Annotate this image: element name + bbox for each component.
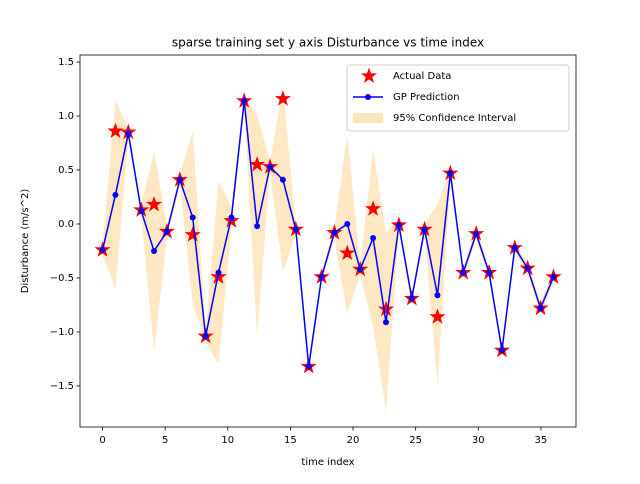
legend-box xyxy=(346,64,570,132)
x-tick-label: 15 xyxy=(284,435,297,446)
legend-point xyxy=(365,94,371,100)
prediction-point xyxy=(215,269,222,276)
prediction-point xyxy=(447,170,454,177)
x-tick-label: 35 xyxy=(535,435,548,446)
prediction-point xyxy=(498,347,505,354)
chart-title: sparse training set y axis Disturbance v… xyxy=(172,36,484,50)
prediction-point xyxy=(511,244,518,251)
prediction-point xyxy=(176,176,183,183)
legend-label: Actual Data xyxy=(393,71,451,82)
data-star xyxy=(274,90,292,106)
y-tick-label: −1.5 xyxy=(50,381,74,392)
prediction-point xyxy=(473,230,480,237)
data-star xyxy=(377,300,395,317)
prediction-point xyxy=(421,226,428,233)
confidence-band xyxy=(102,87,554,412)
prediction-point xyxy=(202,333,209,340)
x-tick-label: 30 xyxy=(472,435,485,446)
y-axis-label: Disturbance (m/s^2) xyxy=(20,189,31,294)
x-axis-label: time index xyxy=(301,457,354,468)
prediction-point xyxy=(370,235,377,242)
data-star xyxy=(364,200,382,216)
prediction-point xyxy=(408,295,415,302)
x-tick-label: 20 xyxy=(347,435,360,446)
legend-star xyxy=(360,67,378,83)
prediction-point xyxy=(524,265,531,272)
y-tick-label: 0.5 xyxy=(58,165,74,176)
prediction-point xyxy=(189,214,196,221)
plot-frame xyxy=(79,54,577,428)
prediction-point xyxy=(151,247,158,254)
y-tick-label: 0.0 xyxy=(58,219,74,230)
y-tick-label: −1.0 xyxy=(50,327,74,338)
prediction-line xyxy=(101,100,555,367)
x-tick-label: 25 xyxy=(409,435,422,446)
prediction-point xyxy=(344,220,351,227)
data-star xyxy=(107,122,124,139)
prediction-point xyxy=(395,222,402,229)
legend-label: GP Prediction xyxy=(393,92,460,103)
legend-swatch xyxy=(353,113,383,123)
data-star xyxy=(429,308,446,324)
prediction-point xyxy=(254,223,261,230)
legend-label: 95% Confidence Interval xyxy=(393,113,516,124)
data-star xyxy=(339,244,356,261)
y-tick-label: 1.0 xyxy=(58,111,74,122)
prediction-point xyxy=(305,363,312,370)
x-tick-label: 0 xyxy=(99,435,105,446)
x-tick-label: 10 xyxy=(221,435,234,446)
x-tick-label: 5 xyxy=(162,435,168,446)
prediction-point xyxy=(112,191,119,198)
prediction-point xyxy=(279,176,286,183)
prediction-point xyxy=(382,319,389,326)
prediction-point xyxy=(537,305,544,312)
prediction-point xyxy=(550,273,557,280)
prediction-point xyxy=(125,130,132,137)
prediction-point xyxy=(228,214,235,221)
prediction-point xyxy=(99,246,106,253)
y-tick-label: −0.5 xyxy=(50,273,74,284)
prediction-point xyxy=(163,228,170,235)
prediction-point xyxy=(292,226,299,233)
prediction-point xyxy=(138,208,145,215)
prediction-point xyxy=(331,229,338,236)
y-tick-label: 1.5 xyxy=(58,57,74,68)
prediction-point xyxy=(434,292,441,299)
prediction-point xyxy=(486,269,493,276)
prediction-point xyxy=(460,269,467,276)
data-star xyxy=(184,226,201,242)
prediction-point xyxy=(267,163,274,170)
prediction-point xyxy=(241,97,248,104)
legend: Actual Data GP Prediction 95% Confidence I… xyxy=(346,64,570,132)
data-star xyxy=(249,156,266,172)
prediction-point xyxy=(357,266,364,273)
prediction-point xyxy=(318,273,325,280)
data-star xyxy=(145,196,163,212)
